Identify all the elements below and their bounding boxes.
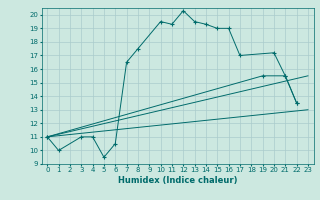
X-axis label: Humidex (Indice chaleur): Humidex (Indice chaleur) — [118, 176, 237, 185]
